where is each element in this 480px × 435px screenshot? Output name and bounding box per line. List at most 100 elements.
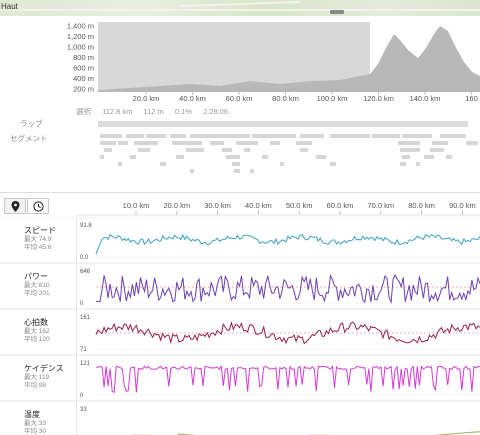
segment-bar[interactable] bbox=[130, 155, 136, 159]
segment-bar[interactable] bbox=[100, 155, 104, 159]
analysis-x-axis: 10.0 km 20.0 km 30.0 km 40.0 km 50.0 km 60.0 … bbox=[76, 201, 480, 216]
map-resize-handle[interactable] bbox=[330, 10, 344, 14]
elevation-x-tick: 20.0 km bbox=[133, 94, 160, 103]
elevation-y-tick: 800 m bbox=[73, 53, 94, 62]
metric-label: スピード 最大 74.9 平均 45.6 bbox=[0, 225, 76, 252]
section-divider bbox=[0, 192, 480, 193]
analysis-x-tick: 60.0 km bbox=[327, 201, 354, 210]
segment-bar[interactable] bbox=[466, 141, 478, 145]
metric-name: ケイデンス bbox=[24, 364, 64, 373]
metric-series-line[interactable] bbox=[96, 273, 480, 305]
metric-y-max: 121 bbox=[80, 361, 91, 367]
metric-series-line[interactable] bbox=[95, 364, 480, 394]
metric-max: 最大 33 bbox=[24, 420, 47, 427]
segments-chart[interactable] bbox=[0, 132, 480, 182]
map-pin-button[interactable] bbox=[4, 198, 26, 214]
segment-bar[interactable] bbox=[160, 162, 166, 166]
elevation-x-tick: 140.0 km bbox=[410, 94, 441, 103]
elevation-y-tick: 1,000 m bbox=[67, 43, 94, 52]
segment-bar[interactable] bbox=[236, 141, 258, 145]
segment-bar[interactable] bbox=[134, 141, 158, 145]
elevation-x-tick: 60.0 km bbox=[226, 94, 253, 103]
segment-bar[interactable] bbox=[210, 141, 224, 145]
segment-bar[interactable] bbox=[138, 148, 150, 152]
segment-bar[interactable] bbox=[440, 134, 466, 138]
segment-bar[interactable] bbox=[170, 134, 186, 138]
segment-bar[interactable] bbox=[446, 155, 452, 159]
segment-bar[interactable] bbox=[100, 141, 116, 145]
segment-bar[interactable] bbox=[398, 141, 420, 145]
segment-bar[interactable] bbox=[400, 148, 420, 152]
segment-bar[interactable] bbox=[172, 141, 202, 145]
segment-bar[interactable] bbox=[270, 141, 280, 145]
segment-bar[interactable] bbox=[118, 162, 122, 166]
segments-label: セグメント bbox=[10, 134, 48, 143]
metric-label: パワー 最大 810 平均 201 bbox=[0, 271, 76, 298]
segment-bar[interactable] bbox=[118, 141, 128, 145]
metric-series-line[interactable] bbox=[95, 321, 480, 345]
elevation-y-tick: 1,200 m bbox=[67, 32, 94, 41]
metric-name: 温度 bbox=[24, 410, 40, 419]
metrics-charts[interactable]: 91.8 0.0 646 0 161 71 121 0 33 bbox=[0, 217, 480, 435]
metric-max: 最大 74.9 bbox=[24, 236, 52, 243]
segment-bar[interactable] bbox=[300, 134, 324, 138]
metric-name: スピード bbox=[24, 226, 56, 235]
elevation-x-tick: 120.0 km bbox=[363, 94, 394, 103]
segment-bar[interactable] bbox=[280, 162, 284, 166]
metric-y-min: 71 bbox=[80, 347, 87, 353]
segment-bar[interactable] bbox=[100, 134, 122, 138]
segment-bar[interactable] bbox=[372, 134, 400, 138]
selection-label: 選択 bbox=[76, 107, 91, 116]
segment-bar[interactable] bbox=[190, 169, 194, 173]
clock-button[interactable] bbox=[27, 198, 49, 214]
segment-bar[interactable] bbox=[296, 141, 312, 145]
segment-bar[interactable] bbox=[424, 155, 434, 159]
segment-bar[interactable] bbox=[416, 162, 420, 166]
metric-label: 心拍数 最大 162 平均 120 bbox=[0, 317, 76, 344]
segment-bar[interactable] bbox=[330, 134, 370, 138]
metrics-panel[interactable]: 91.8 0.0 646 0 161 71 121 0 33 bbox=[0, 217, 480, 435]
segment-bar[interactable] bbox=[176, 155, 184, 159]
metric-y-max: 161 bbox=[80, 315, 91, 321]
segment-bar[interactable] bbox=[250, 169, 254, 173]
segment-bar[interactable] bbox=[104, 148, 112, 152]
segment-bar[interactable] bbox=[190, 134, 250, 138]
segment-bar[interactable] bbox=[234, 169, 240, 173]
clock-icon bbox=[32, 200, 44, 212]
segment-bar[interactable] bbox=[252, 134, 296, 138]
segment-bar[interactable] bbox=[402, 134, 432, 138]
metric-average: 平均 201 bbox=[24, 290, 50, 297]
segment-bar[interactable] bbox=[222, 148, 232, 152]
selection-summary: 選択 112.8 km 112 m 0.1% 2:28:06 bbox=[76, 106, 237, 117]
map-preview[interactable]: Haut bbox=[0, 0, 480, 16]
segment-bar[interactable] bbox=[226, 155, 240, 159]
analysis-x-tick: 30.0 km bbox=[204, 201, 231, 210]
segment-bar[interactable] bbox=[146, 134, 166, 138]
lap-bar[interactable] bbox=[98, 121, 468, 127]
segment-bar[interactable] bbox=[432, 141, 448, 145]
metric-series-line[interactable] bbox=[95, 233, 480, 254]
metric-max: 最大 162 bbox=[24, 328, 50, 335]
segment-bar[interactable] bbox=[126, 134, 144, 138]
segment-bar[interactable] bbox=[232, 162, 240, 166]
segment-bar[interactable] bbox=[316, 155, 326, 159]
metric-y-max: 33 bbox=[80, 407, 87, 413]
metric-label: ケイデンス 最大 119 平均 98 bbox=[0, 363, 76, 390]
segment-bar[interactable] bbox=[330, 162, 336, 166]
metric-name: 心拍数 bbox=[24, 318, 48, 327]
selected-range-highlight bbox=[98, 22, 370, 92]
segment-bar[interactable] bbox=[262, 155, 268, 159]
segment-bar[interactable] bbox=[400, 162, 406, 166]
segment-bar[interactable] bbox=[430, 148, 444, 152]
elevation-x-tick: 40.0 km bbox=[179, 94, 206, 103]
segment-bar[interactable] bbox=[300, 148, 308, 152]
metric-label: 温度 最大 33 平均 30 bbox=[0, 409, 76, 435]
segment-bar[interactable] bbox=[186, 148, 204, 152]
analysis-x-tick: 80.0 km bbox=[408, 201, 435, 210]
metric-y-max: 91.8 bbox=[80, 223, 92, 229]
segment-bar[interactable] bbox=[244, 148, 250, 152]
analysis-x-tick: 70.0 km bbox=[367, 201, 394, 210]
selection-elevation: 112 m bbox=[143, 107, 164, 116]
segment-bar[interactable] bbox=[402, 155, 410, 159]
